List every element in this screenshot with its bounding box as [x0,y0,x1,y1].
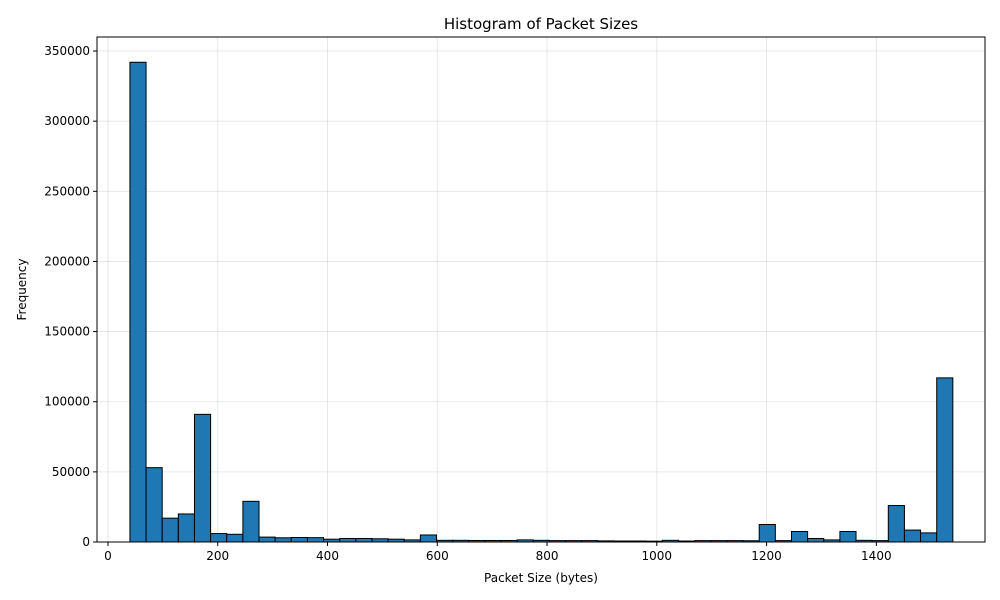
histogram-bar [339,537,357,543]
histogram-bar [193,413,212,543]
y-tick-label: 0 [82,535,90,549]
x-tick-label: 400 [316,549,339,563]
x-tick-label: 1000 [642,549,673,563]
ticks-layer: 0 200 400 600 800 1000 1200 1400 0 50000 100000 150… [44,44,891,563]
histogram-bar [419,534,438,543]
y-tick-label: 300000 [44,114,90,128]
histogram-bar [177,513,195,543]
histogram-bar [936,377,954,543]
x-tick-label: 800 [536,549,559,563]
histogram-bar [274,537,292,543]
histogram-bar [210,533,228,543]
histogram-bar [903,529,922,543]
histogram-bar [839,530,857,543]
y-axis-title: Frequency [15,259,29,321]
x-axis-title: Packet Size (bytes) [484,571,598,585]
histogram-bar [807,537,825,543]
x-tick-label: 200 [206,549,229,563]
chart-title: Histogram of Packet Sizes [444,15,638,33]
grid-layer [97,37,985,543]
plot-frame [96,36,986,543]
histogram-bar [306,537,325,543]
x-tick-label: 0 [104,549,112,563]
y-tick-label: 150000 [44,325,90,339]
histogram-bar [758,523,776,543]
y-tick-label: 200000 [44,254,90,268]
histogram-bar [355,537,373,543]
histogram-bar [226,533,244,543]
x-tick-label: 1400 [861,549,892,563]
y-tick-label: 100000 [44,395,90,409]
x-tick-label: 1200 [751,549,782,563]
histogram-bar [290,537,308,543]
histogram-bar [242,500,260,543]
y-tick-label: 50000 [52,465,90,479]
histogram-bar [145,467,163,543]
y-tick-label: 250000 [44,184,90,198]
bars-layer [129,61,954,543]
x-tick-label: 600 [426,549,449,563]
histogram-bar [258,536,276,543]
histogram-bar [887,505,905,543]
histogram-bar [161,517,179,543]
histogram-bar [790,530,809,543]
histogram-bar [129,61,147,543]
y-tick-label: 350000 [44,44,90,58]
histogram-bar [920,532,938,543]
